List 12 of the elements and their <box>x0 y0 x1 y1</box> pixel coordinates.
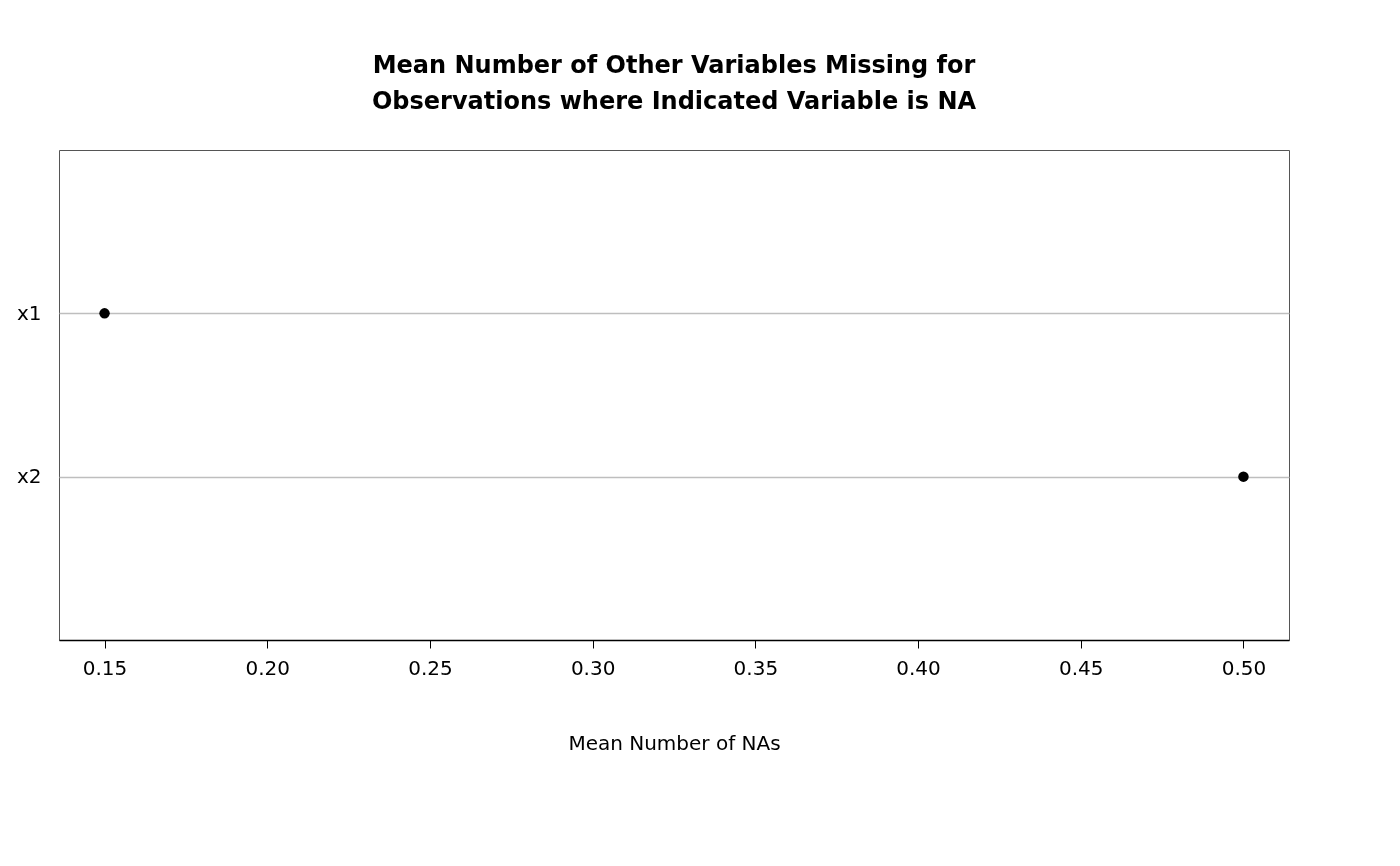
x-axis-title: Mean Number of NAs <box>568 730 781 755</box>
x-tick-label: 0.40 <box>896 655 941 680</box>
x-tick-label: 0.35 <box>733 655 779 680</box>
y-tick-label: x2 <box>16 464 42 489</box>
x-tick-label: 0.30 <box>570 655 616 680</box>
y-tick-label: x1 <box>16 300 42 325</box>
x-tick-label: 0.20 <box>245 655 291 680</box>
x-tick-label: 0.15 <box>82 655 128 680</box>
x-tick-label: 0.50 <box>1221 655 1267 680</box>
chart-title: Mean Number of Other Variables Missing for Observations where Indicated Variable is NA <box>371 51 977 115</box>
x-tick-label: 0.45 <box>1058 655 1104 680</box>
x-tick-label: 0.25 <box>408 655 453 680</box>
